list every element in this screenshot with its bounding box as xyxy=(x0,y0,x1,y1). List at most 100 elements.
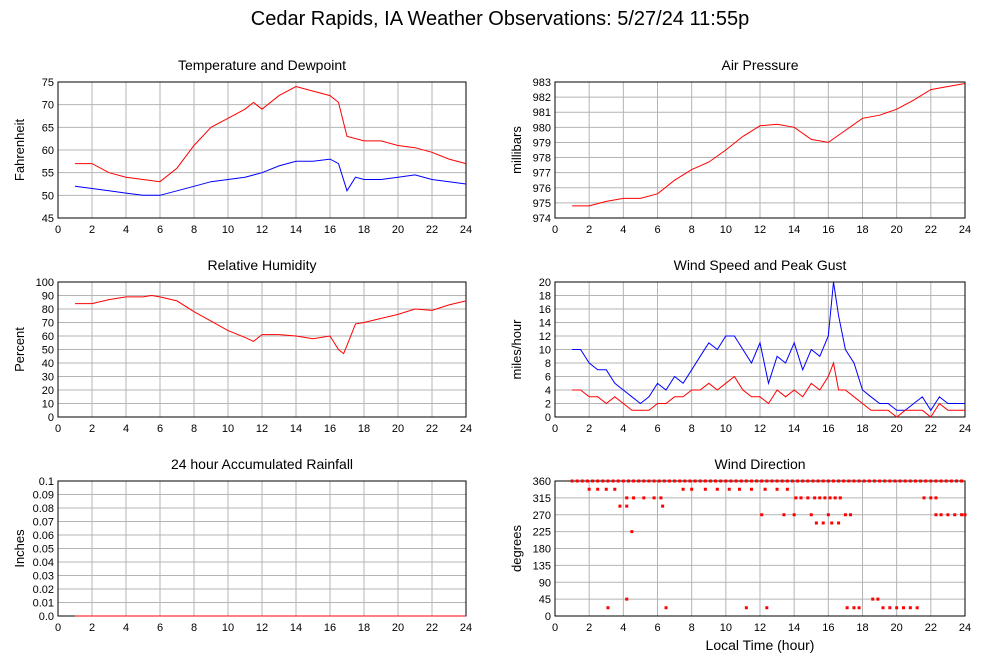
scatter-point xyxy=(939,513,943,517)
rain-chart: 0.00.01 0.020.03 0.040.05 0.060.07 0.080.09 0… xyxy=(12,456,472,634)
scatter-point xyxy=(913,479,917,483)
scatter-point xyxy=(661,504,665,508)
scatter-point xyxy=(833,496,837,500)
x-tick-label: 8 xyxy=(191,423,197,435)
y-tick-label: 981 xyxy=(533,107,551,119)
x-tick-label: 12 xyxy=(256,622,268,634)
scatter-point xyxy=(601,479,605,483)
y-axis-label: Fahrenheit xyxy=(12,119,27,182)
scatter-point xyxy=(813,496,817,500)
x-tick-label: 22 xyxy=(426,224,438,236)
y-tick-label: 975 xyxy=(533,198,551,210)
scatter-point xyxy=(760,479,764,483)
y-tick-label: 90 xyxy=(539,577,551,589)
scatter-point xyxy=(849,513,853,517)
scatter-point xyxy=(821,521,825,525)
y-tick-label: 50 xyxy=(42,190,54,202)
y-tick-label: 974 xyxy=(533,213,551,225)
x-tick-label: 12 xyxy=(256,224,268,236)
scatter-point xyxy=(953,513,957,517)
x-tick-label: 2 xyxy=(586,224,592,236)
x-tick-label: 16 xyxy=(822,224,834,236)
y-tick-label: 75 xyxy=(42,77,54,89)
x-tick-label: 18 xyxy=(358,622,370,634)
x-tick-label: 8 xyxy=(689,224,695,236)
x-tick-label: 6 xyxy=(654,224,660,236)
x-tick-label: 2 xyxy=(586,622,592,634)
x-tick-label: 22 xyxy=(426,423,438,435)
y-tick-label: 10 xyxy=(539,345,551,357)
y-tick-label: 977 xyxy=(533,168,551,180)
y-tick-label: 12 xyxy=(539,331,551,343)
y-tick-label: 982 xyxy=(533,92,551,104)
x-tick-label: 16 xyxy=(822,423,834,435)
scatter-point xyxy=(898,479,902,483)
scatter-point xyxy=(715,487,719,491)
x-tick-label: 10 xyxy=(222,423,234,435)
y-tick-label: 45 xyxy=(42,213,54,225)
scatter-point xyxy=(625,496,629,500)
scatter-point xyxy=(775,487,779,491)
scatter-point xyxy=(657,479,661,483)
scatter-point xyxy=(613,487,617,491)
x-tick-label: 12 xyxy=(754,622,766,634)
x-tick-label: 22 xyxy=(925,224,937,236)
scatter-point xyxy=(883,479,887,483)
y-tick-label: 0 xyxy=(48,412,54,424)
scatter-point xyxy=(919,479,923,483)
y-tick-label: 0.09 xyxy=(33,490,54,502)
scatter-point xyxy=(867,479,871,483)
x-tick-label: 12 xyxy=(256,423,268,435)
scatter-point xyxy=(703,487,707,491)
x-tick-label: 0 xyxy=(552,224,558,236)
plot-frame xyxy=(554,81,966,219)
scatter-point xyxy=(659,496,663,500)
scatter-point xyxy=(944,479,948,483)
chart-title: Temperature and Dewpoint xyxy=(178,57,346,73)
y-tick-label: 40 xyxy=(42,358,54,370)
scatter-point xyxy=(903,479,907,483)
scatter-point xyxy=(960,513,964,517)
scatter-point xyxy=(895,606,899,610)
scatter-point xyxy=(719,479,723,483)
y-tick-label: 14 xyxy=(539,318,551,330)
series-line-0 xyxy=(572,281,965,412)
scatter-point xyxy=(818,496,822,500)
y-tick-label: 0.08 xyxy=(33,503,54,515)
scatter-point xyxy=(616,479,620,483)
scatter-point xyxy=(625,504,629,508)
scatter-point xyxy=(739,479,743,483)
x-tick-label: 12 xyxy=(754,224,766,236)
x-tick-label: 14 xyxy=(788,224,800,236)
x-tick-label: 20 xyxy=(891,224,903,236)
x-tick-label: 6 xyxy=(654,622,660,634)
scatter-point xyxy=(878,479,882,483)
y-tick-label: 70 xyxy=(42,100,54,112)
scatter-point xyxy=(626,479,630,483)
scatter-point xyxy=(809,513,813,517)
scatter-point xyxy=(816,479,820,483)
y-tick-label: 980 xyxy=(533,122,551,134)
scatter-point xyxy=(908,606,912,610)
y-axis-label: degrees xyxy=(509,525,524,572)
y-tick-label: 20 xyxy=(42,385,54,397)
x-tick-label: 4 xyxy=(620,423,626,435)
scatter-point xyxy=(893,479,897,483)
scatter-point xyxy=(632,479,636,483)
y-tick-label: 0.07 xyxy=(33,517,54,529)
x-tick-label: 6 xyxy=(157,622,163,634)
y-tick-label: 65 xyxy=(42,122,54,134)
scatter-point xyxy=(724,479,728,483)
scatter-point xyxy=(908,479,912,483)
scatter-point xyxy=(673,479,677,483)
chart-title: Wind Speed and Peak Gust xyxy=(674,257,847,273)
y-tick-label: 135 xyxy=(533,560,551,572)
scatter-point xyxy=(611,479,615,483)
x-tick-label: 8 xyxy=(689,622,695,634)
scatter-point xyxy=(678,479,682,483)
x-tick-label: 6 xyxy=(157,423,163,435)
scatter-point xyxy=(939,479,943,483)
scatter-point xyxy=(630,530,634,534)
scatter-point xyxy=(876,597,880,601)
